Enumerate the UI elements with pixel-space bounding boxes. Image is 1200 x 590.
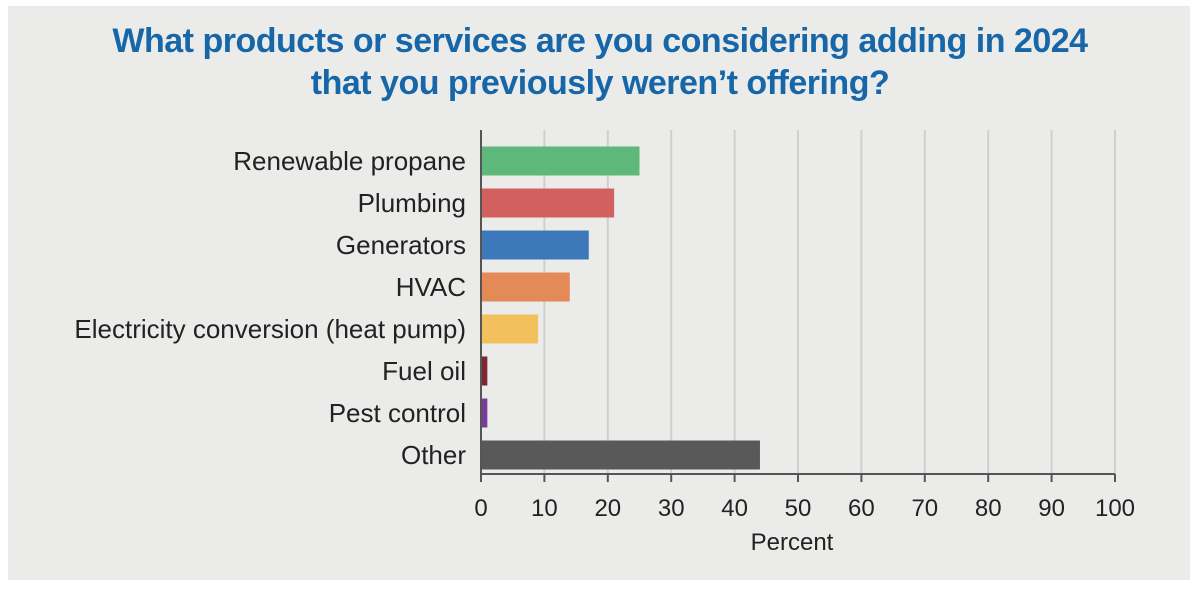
category-label: Fuel oil xyxy=(382,356,466,386)
x-tick-label: 50 xyxy=(785,495,812,522)
x-tick-label: 100 xyxy=(1095,495,1135,522)
x-tick-label: 40 xyxy=(721,495,748,522)
bar xyxy=(481,272,570,302)
bar xyxy=(481,356,488,386)
category-label: Generators xyxy=(336,230,466,260)
x-tick-label: 10 xyxy=(531,495,558,522)
category-label: Renewable propane xyxy=(233,146,466,176)
chart-title: What products or services are you consid… xyxy=(0,20,1200,104)
chart-title-line-1: What products or services are you consid… xyxy=(112,22,1088,60)
bar xyxy=(481,314,539,344)
x-axis-label: Percent xyxy=(751,529,834,556)
bar xyxy=(481,188,615,218)
bar xyxy=(481,146,640,176)
x-tick-label: 60 xyxy=(848,495,875,522)
bars xyxy=(481,146,760,470)
chart-title-line-2: that you previously weren’t offering? xyxy=(310,64,890,102)
category-label: Electricity conversion (heat pump) xyxy=(74,314,466,344)
category-label: HVAC xyxy=(396,272,466,302)
bar xyxy=(481,230,589,260)
x-tick-label: 70 xyxy=(911,495,938,522)
category-label: Pest control xyxy=(329,398,466,428)
bar xyxy=(481,440,760,470)
bar xyxy=(481,398,488,428)
chart-panel xyxy=(8,6,1190,580)
axes xyxy=(480,130,1116,482)
x-tick-label: 80 xyxy=(975,495,1002,522)
x-tick-labels: 0 10 20 30 40 50 60 70 80 90 100 xyxy=(474,495,1135,522)
x-tick-label: 0 xyxy=(474,495,487,522)
x-tick-label: 30 xyxy=(658,495,685,522)
category-label: Other xyxy=(401,440,466,470)
x-tick-label: 90 xyxy=(1038,495,1065,522)
gridlines xyxy=(543,130,1116,474)
category-label: Plumbing xyxy=(358,188,466,218)
category-labels: Renewable propane Plumbing Generators HVAC E… xyxy=(74,146,466,470)
x-tick-label: 20 xyxy=(594,495,621,522)
